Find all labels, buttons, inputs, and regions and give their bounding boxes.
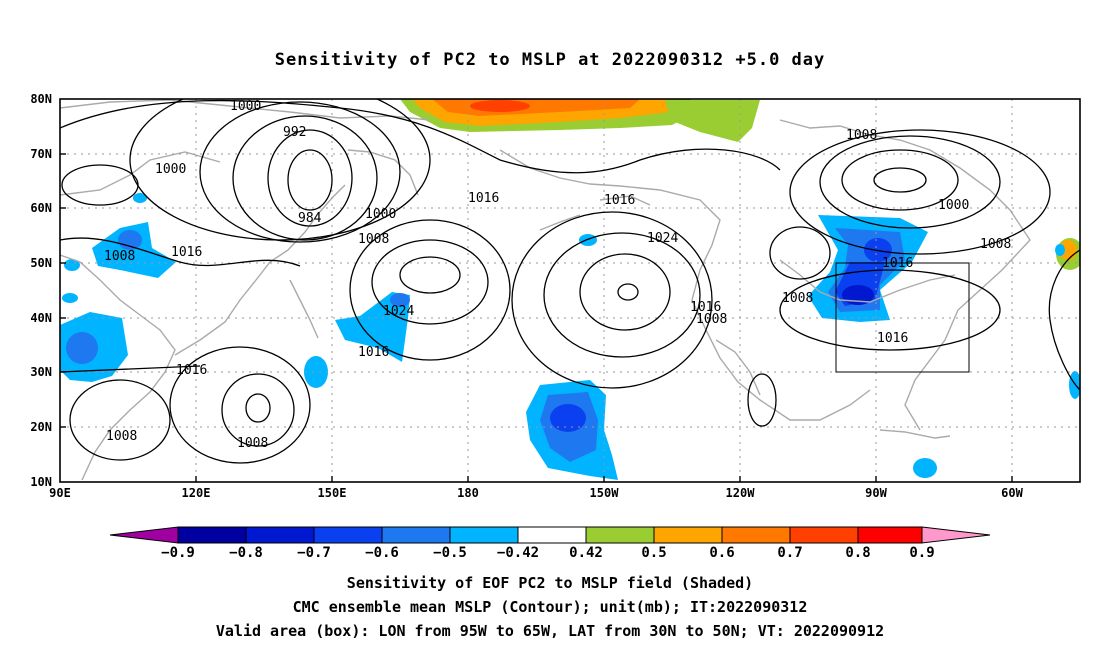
lat-label: 60N: [30, 201, 52, 215]
colorbar-swatch: [517, 526, 587, 544]
lon-label: 90E: [49, 486, 71, 500]
contour-label: 984: [298, 211, 322, 226]
lon-label: 60W: [1001, 486, 1023, 500]
lon-label: 150E: [317, 486, 347, 500]
contour-labels: 1000 992 984 1000 1008 1000 1008 1016 10…: [104, 99, 1011, 451]
colorbar-upper-arrow: [921, 526, 991, 544]
contour-label: 1008: [104, 249, 135, 264]
lat-label: 20N: [30, 420, 52, 434]
colorbar-label: −0.6: [365, 545, 399, 561]
contour-label: 1016: [358, 345, 389, 360]
map-frame: [59, 98, 1081, 483]
contour-label: 1016: [171, 245, 202, 260]
lon-label: 180: [457, 486, 479, 500]
colorbar-swatch: [177, 526, 247, 544]
colorbar-swatch: [585, 526, 655, 544]
lon-label: 120E: [181, 486, 211, 500]
sensitivity-shading: [60, 99, 1080, 480]
lon-label: 120W: [725, 486, 755, 500]
lon-label: 150W: [589, 486, 619, 500]
caption-line: CMC ensemble mean MSLP (Contour); unit(m…: [292, 598, 808, 616]
graticule: [60, 99, 1080, 482]
lat-label: 50N: [30, 256, 52, 270]
contour-label: 1008: [358, 232, 389, 247]
lat-label: 30N: [30, 365, 52, 379]
contour-label: 1008: [696, 312, 727, 327]
contour-label: 1016: [690, 300, 721, 315]
contour-label: 1016: [468, 191, 499, 206]
colorbar: [109, 526, 991, 544]
contour-label: 1000: [365, 207, 396, 222]
contour-label: 1016: [877, 331, 908, 346]
caption-line: Sensitivity of EOF PC2 to MSLP field (Sh…: [346, 574, 754, 592]
contour-label: 1008: [106, 429, 137, 444]
caption-line: Valid area (box): LON from 95W to 65W, L…: [215, 622, 885, 640]
lat-label: 70N: [30, 147, 52, 161]
colorbar-label: 0.8: [845, 545, 871, 561]
lon-label: 90W: [865, 486, 887, 500]
contour-label: 1008: [980, 237, 1011, 252]
colorbar-label: −0.8: [229, 545, 263, 561]
contour-label: 1000: [938, 198, 969, 213]
colorbar-label: −0.7: [297, 545, 331, 561]
colorbar-swatch: [789, 526, 859, 544]
lat-label: 80N: [30, 92, 52, 106]
map-title: Sensitivity of PC2 to MSLP at 2022090312…: [274, 50, 826, 70]
colorbar-label: −0.5: [433, 545, 467, 561]
colorbar-swatch: [381, 526, 451, 544]
axis-ticks: [60, 153, 1013, 482]
contour-label: 1000: [230, 99, 261, 114]
contour-label: 1016: [604, 193, 635, 208]
colorbar-swatch: [721, 526, 791, 544]
colorbar-swatch: [857, 526, 923, 544]
contour-label: 1008: [782, 291, 813, 306]
colorbar-label: 0.7: [777, 545, 803, 561]
coastlines: [60, 99, 1031, 481]
lat-label: 10N: [30, 475, 52, 489]
lat-label: 40N: [30, 311, 52, 325]
colorbar-swatch: [313, 526, 383, 544]
colorbar-label: −0.9: [161, 545, 195, 561]
colorbar-swatch: [653, 526, 723, 544]
colorbar-label: 0.6: [709, 545, 735, 561]
valid-area-box: [835, 262, 970, 373]
contour-label: 1024: [383, 304, 414, 319]
contour-label: 992: [283, 125, 306, 140]
colorbar-label: 0.9: [909, 545, 935, 561]
colorbar-label: −0.42: [496, 545, 540, 561]
contour-label: 1016: [176, 363, 207, 378]
colorbar-lower-arrow: [109, 526, 179, 544]
colorbar-label: 0.42: [569, 545, 603, 561]
colorbar-swatch: [449, 526, 519, 544]
contour-label: 1000: [155, 162, 186, 177]
colorbar-swatch: [245, 526, 315, 544]
contour-label: 1008: [846, 128, 877, 143]
contour-label: 1024: [647, 231, 678, 246]
mslp-contours: [60, 99, 1080, 464]
colorbar-label: 0.5: [641, 545, 667, 561]
contour-label: 1008: [237, 436, 268, 451]
